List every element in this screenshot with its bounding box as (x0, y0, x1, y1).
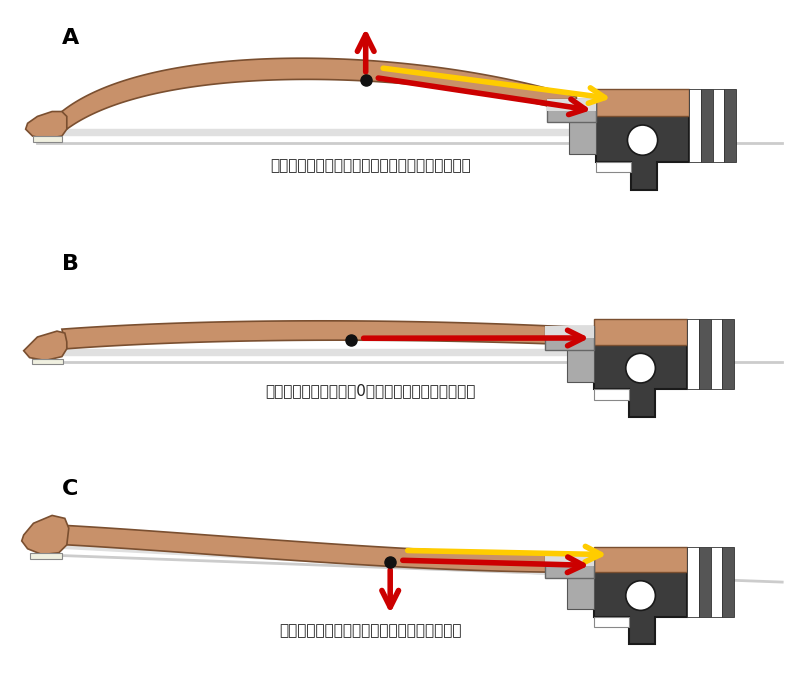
Polygon shape (24, 331, 67, 361)
Polygon shape (722, 547, 734, 617)
Polygon shape (545, 555, 594, 566)
Text: 自然と下向きの「吸い付く力」が生まれる。: 自然と下向きの「吸い付く力」が生まれる。 (279, 623, 462, 638)
Polygon shape (566, 557, 594, 609)
Polygon shape (594, 547, 687, 572)
Polygon shape (710, 547, 722, 617)
Polygon shape (594, 390, 630, 400)
Polygon shape (569, 99, 596, 111)
Polygon shape (22, 516, 69, 555)
Circle shape (626, 581, 655, 611)
Polygon shape (545, 326, 594, 338)
Polygon shape (30, 553, 62, 559)
Polygon shape (26, 111, 67, 139)
Polygon shape (687, 319, 699, 390)
Text: B: B (62, 253, 79, 274)
Polygon shape (33, 136, 62, 142)
Polygon shape (699, 547, 710, 617)
Polygon shape (569, 99, 596, 154)
Polygon shape (596, 89, 689, 117)
Polygon shape (594, 345, 687, 417)
Polygon shape (701, 89, 713, 162)
Polygon shape (687, 547, 699, 617)
Polygon shape (594, 319, 687, 345)
Polygon shape (710, 319, 722, 390)
Polygon shape (722, 319, 734, 390)
Polygon shape (566, 557, 594, 568)
Text: C: C (62, 479, 78, 499)
Polygon shape (594, 617, 630, 627)
Polygon shape (566, 329, 594, 382)
Polygon shape (566, 329, 594, 341)
Circle shape (627, 125, 658, 155)
Polygon shape (62, 321, 576, 348)
Polygon shape (596, 162, 631, 173)
Polygon shape (547, 99, 596, 111)
Polygon shape (545, 326, 594, 350)
Polygon shape (724, 89, 736, 162)
Text: 下向きの吸い付く力が0なので、弓が跳ねやすい。: 下向きの吸い付く力が0なので、弓が跳ねやすい。 (266, 384, 476, 398)
Circle shape (626, 353, 655, 383)
Polygon shape (62, 58, 576, 129)
Polygon shape (594, 572, 687, 644)
Polygon shape (596, 117, 689, 190)
Polygon shape (547, 99, 596, 122)
Text: 自然と上向きの力が生まれ、弓が浮いてしまう。: 自然と上向きの力が生まれ、弓が浮いてしまう。 (270, 158, 471, 173)
Text: A: A (62, 28, 79, 48)
Polygon shape (545, 555, 594, 578)
Polygon shape (699, 319, 710, 390)
Polygon shape (62, 525, 576, 572)
Polygon shape (713, 89, 724, 162)
Polygon shape (31, 359, 63, 365)
Polygon shape (689, 89, 701, 162)
